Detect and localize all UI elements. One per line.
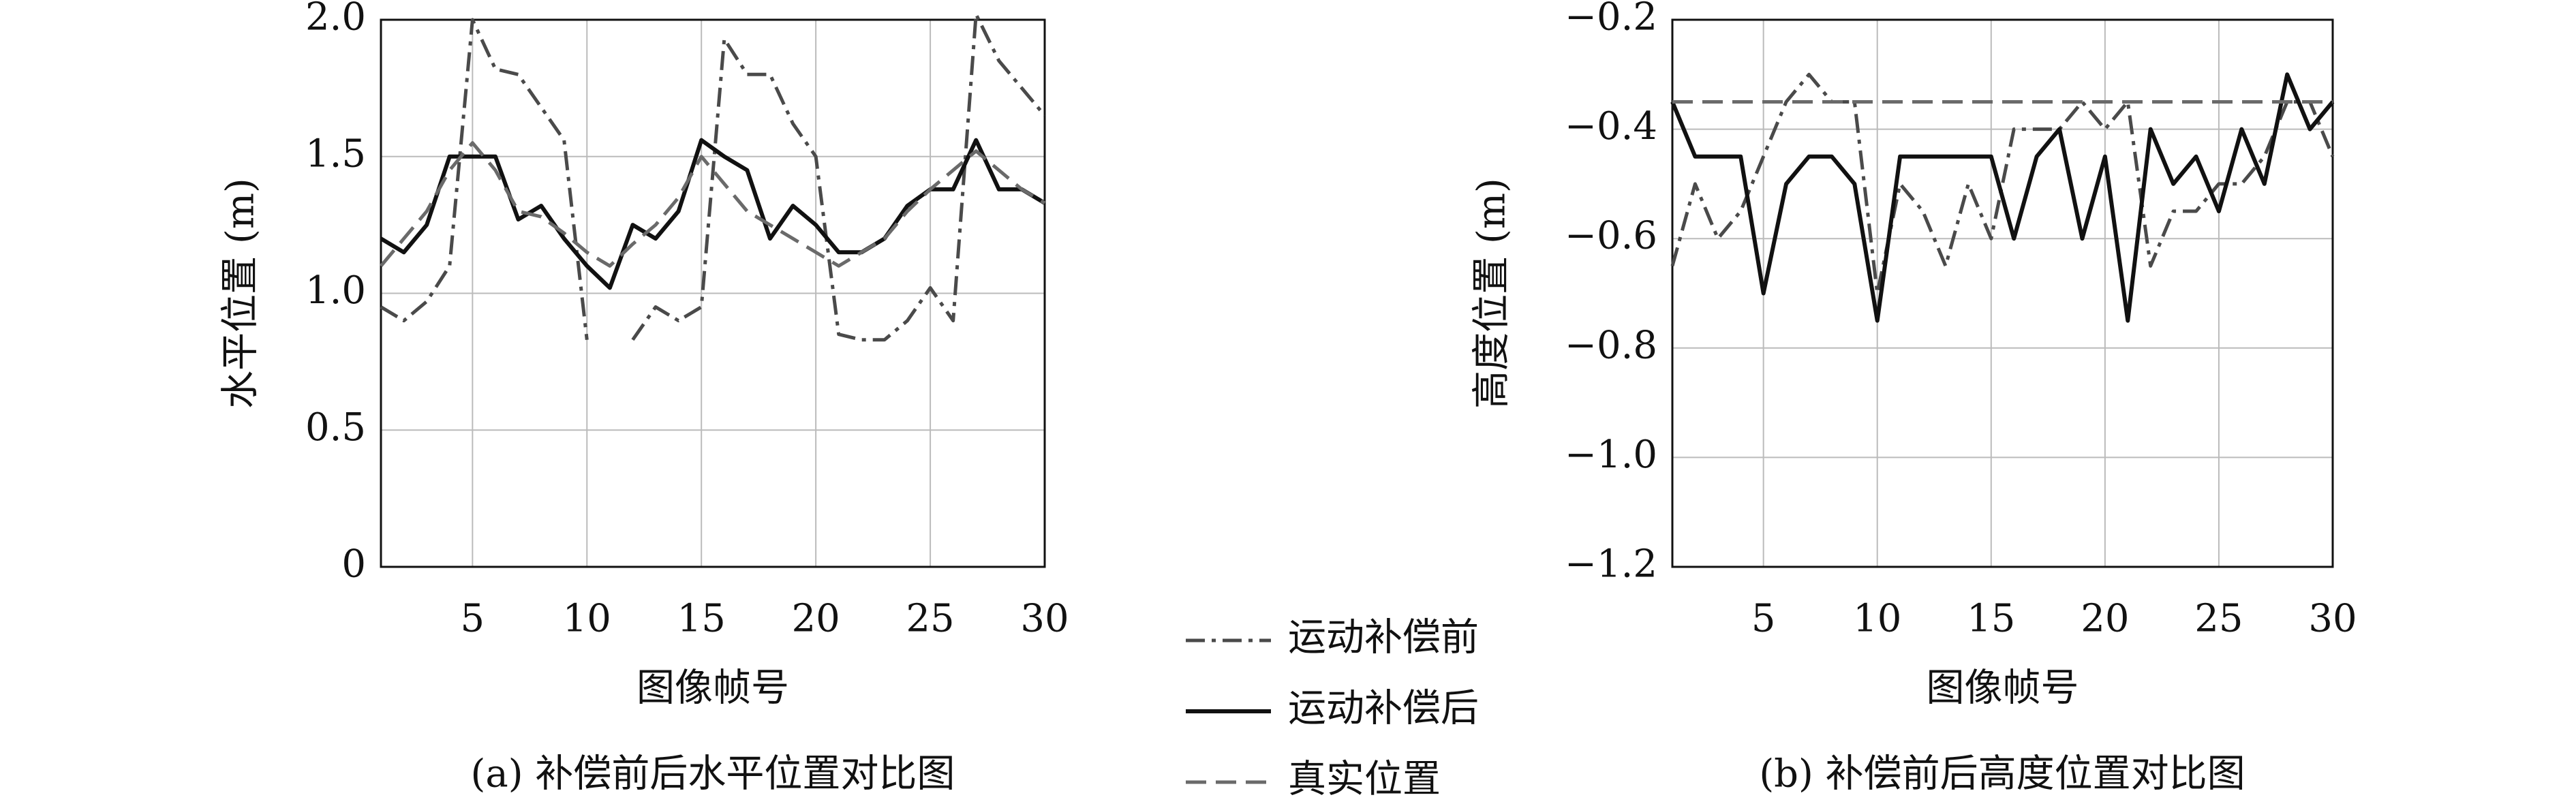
x-tick-label: 10 (563, 597, 611, 641)
data-line (1670, 72, 2335, 323)
x-tick-label: 5 (461, 597, 485, 641)
x-tick-label: 30 (2308, 597, 2357, 641)
data-line (380, 12, 1046, 342)
x-tick-label: 20 (792, 597, 840, 641)
y-tick-label: 0.5 (305, 405, 366, 450)
x-axis-label: 图像帧号 (1927, 666, 2079, 711)
x-tick-label: 25 (906, 597, 954, 641)
y-tick-label: −0.2 (1565, 0, 1657, 40)
y-tick-label: −0.8 (1565, 323, 1657, 367)
x-tick-label: 30 (1020, 597, 1069, 641)
plot-frame (380, 18, 1046, 568)
data-line (380, 138, 1046, 290)
legend-label: 真实位置 (1288, 758, 1441, 802)
y-tick-label: −1.0 (1565, 433, 1657, 477)
x-tick-label: 15 (1967, 597, 2015, 641)
x-tick-label: 25 (2194, 597, 2243, 641)
x-tick-label: 15 (677, 597, 726, 641)
caption: (b) 补偿前后高度位置对比图 (1759, 752, 2245, 796)
y-tick-label: 0 (341, 542, 366, 587)
y-tick-label: −0.4 (1565, 104, 1657, 149)
legend-label: 运动补偿前 (1288, 616, 1479, 660)
x-axis-label: 图像帧号 (637, 666, 789, 711)
y-tick-label: −0.6 (1565, 214, 1657, 258)
y-axis-label: 高度位置 (m) (1470, 178, 1514, 409)
legend-label: 运动补偿后 (1288, 687, 1479, 731)
x-tick-label: 5 (1751, 597, 1776, 641)
y-tick-label: 1.0 (305, 268, 366, 313)
plot-frame (1671, 18, 2334, 568)
x-tick-label: 20 (2081, 597, 2129, 641)
y-axis-label: 水平位置 (m) (219, 178, 263, 409)
caption: (a) 补偿前后水平位置对比图 (471, 752, 955, 796)
data-line (1670, 72, 2335, 295)
y-tick-label: 1.5 (305, 131, 366, 176)
y-tick-label: −1.2 (1565, 542, 1657, 587)
x-tick-label: 10 (1853, 597, 1901, 641)
data-line (380, 141, 1046, 268)
y-tick-label: 2.0 (305, 0, 366, 40)
